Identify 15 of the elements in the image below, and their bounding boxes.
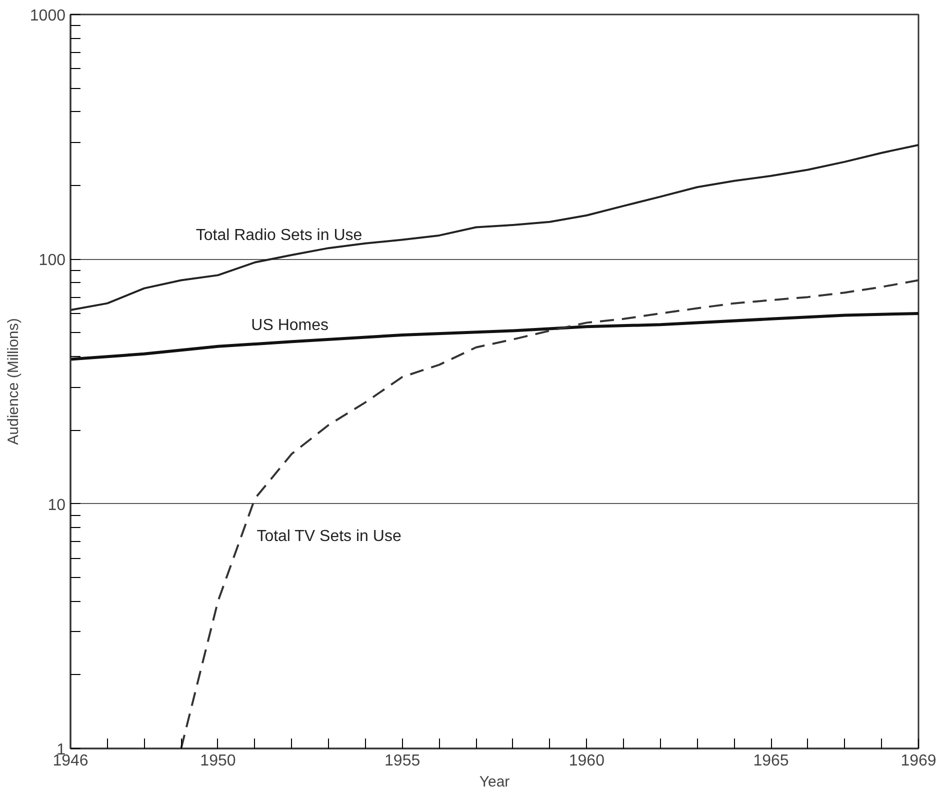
x-tick-label: 1969 — [900, 752, 936, 770]
y-tick-label: 100 — [38, 252, 66, 270]
x-tick-label: 1960 — [568, 752, 605, 770]
y-axis-title: Audience (Millions) — [4, 318, 22, 445]
y-tick-label: 1000 — [30, 8, 66, 24]
x-tick-label: 1950 — [200, 752, 236, 770]
x-tick-label: 1965 — [753, 752, 789, 770]
x-tick-label: 1955 — [384, 752, 420, 770]
x-axis-title: Year — [479, 774, 510, 790]
line-series — [70, 144, 918, 311]
line-series — [70, 312, 918, 361]
series-label: Total Radio Sets in Use — [196, 227, 362, 244]
y-tick-label: 10 — [48, 496, 66, 514]
series-label: Total TV Sets in Use — [256, 528, 402, 546]
series-label: US Homes — [251, 316, 329, 334]
